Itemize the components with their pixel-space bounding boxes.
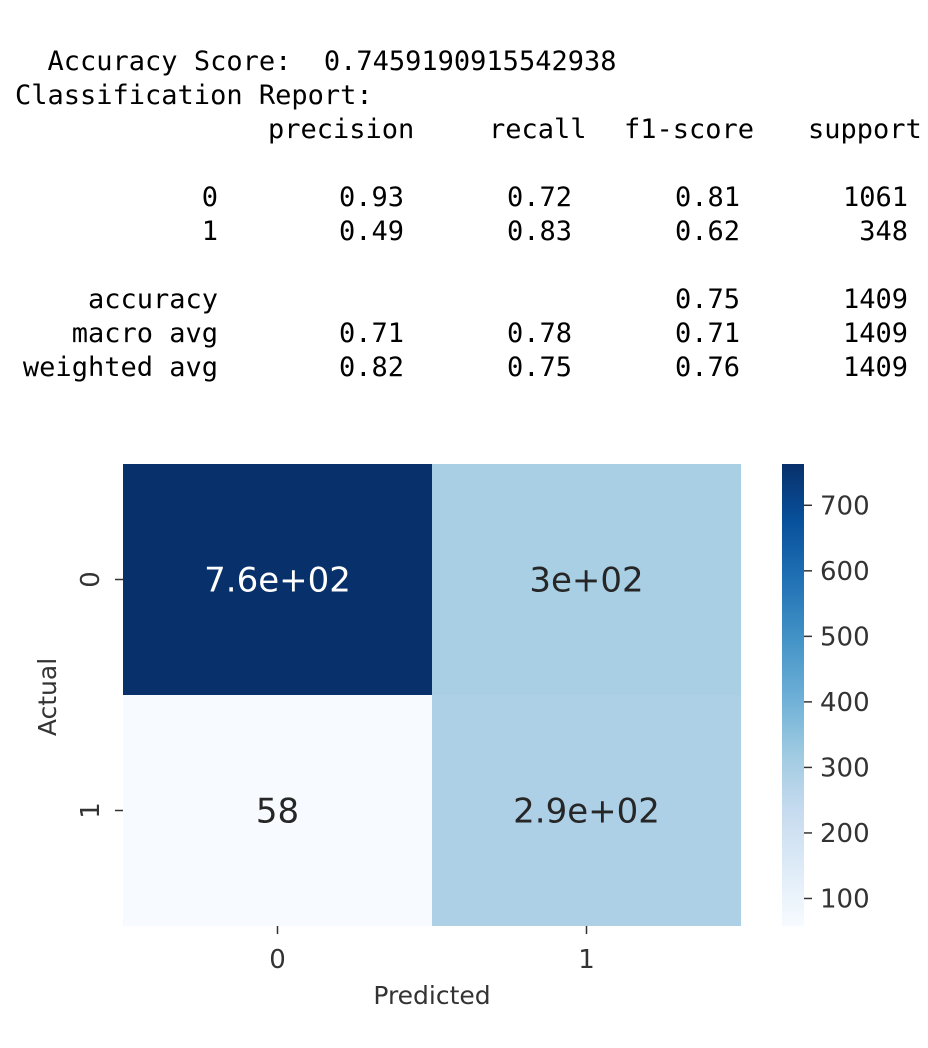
- row-support: 1409: [842, 318, 908, 349]
- heatmap-cell-0-1: [432, 464, 741, 695]
- row-precision: 0.49: [338, 216, 404, 247]
- row-f1: 0.76: [674, 352, 740, 383]
- y-axis-ticks: 01: [76, 571, 123, 819]
- colorbar-tick-label: 200: [820, 819, 870, 849]
- x-tick-label: 1: [578, 945, 595, 975]
- heatmap-cells: [123, 464, 741, 926]
- colorbar: [782, 464, 804, 926]
- row-precision: 0.71: [338, 318, 404, 349]
- colorbar-tick-label: 100: [820, 884, 870, 914]
- heatmap-cell-0-0: [123, 464, 432, 695]
- row-recall: 0.75: [506, 352, 572, 383]
- row-f1: 0.75: [674, 284, 740, 315]
- row-support: 348: [859, 216, 908, 247]
- row-support: 1409: [842, 284, 908, 315]
- row-recall: 0.83: [506, 216, 572, 247]
- row-label: weighted avg: [22, 352, 218, 383]
- row-label: macro avg: [71, 318, 218, 349]
- colorbar-tick-label: 500: [820, 622, 870, 652]
- header-f1-score: f1-score: [624, 114, 755, 145]
- x-axis-label: Predicted: [373, 981, 490, 1010]
- header-support: support: [808, 114, 922, 145]
- row-recall: 0.78: [506, 318, 572, 349]
- accuracy-line: Accuracy Score: 0.7459190915542938: [15, 11, 617, 79]
- row-f1: 0.71: [674, 318, 740, 349]
- heatmap-cell-labels: 7.6e+02 3e+02 58 2.9e+02: [204, 561, 660, 832]
- accuracy-label: Accuracy Score:: [47, 46, 292, 77]
- report-title: Classification Report:: [15, 80, 373, 111]
- cell-annotation-1-0: 58: [256, 792, 299, 832]
- header-recall: recall: [489, 114, 587, 145]
- y-tick-label: 0: [76, 571, 106, 588]
- cell-annotation-0-1: 3e+02: [529, 561, 643, 601]
- row-label: 1: [201, 216, 218, 247]
- row-support: 1061: [842, 182, 908, 213]
- row-precision: 0.93: [338, 182, 404, 213]
- x-tick-label: 0: [269, 945, 286, 975]
- y-axis-label: Actual: [33, 658, 62, 736]
- row-recall: 0.72: [506, 182, 572, 213]
- accuracy-value: 0.7459190915542938: [323, 46, 617, 77]
- row-precision: 0.82: [338, 352, 404, 383]
- row-label: 0: [201, 182, 218, 213]
- row-f1: 0.81: [674, 182, 740, 213]
- row-label: accuracy: [87, 284, 218, 315]
- colorbar-tick-label: 600: [820, 557, 870, 587]
- row-support: 1409: [842, 352, 908, 383]
- colorbar-ticks: 100 200 300 400 500 600 700: [804, 491, 870, 914]
- colorbar-tick-label: 300: [820, 753, 870, 783]
- y-tick-label: 1: [76, 802, 106, 819]
- cell-annotation-0-0: 7.6e+02: [204, 561, 351, 601]
- colorbar-tick-label: 700: [820, 491, 870, 521]
- header-precision: precision: [268, 114, 415, 145]
- heatmap-cell-1-1: [432, 695, 741, 926]
- row-f1: 0.62: [674, 216, 740, 247]
- colorbar-tick-label: 400: [820, 688, 870, 718]
- heatmap-cell-1-0: [123, 695, 432, 926]
- cell-annotation-1-1: 2.9e+02: [513, 792, 660, 832]
